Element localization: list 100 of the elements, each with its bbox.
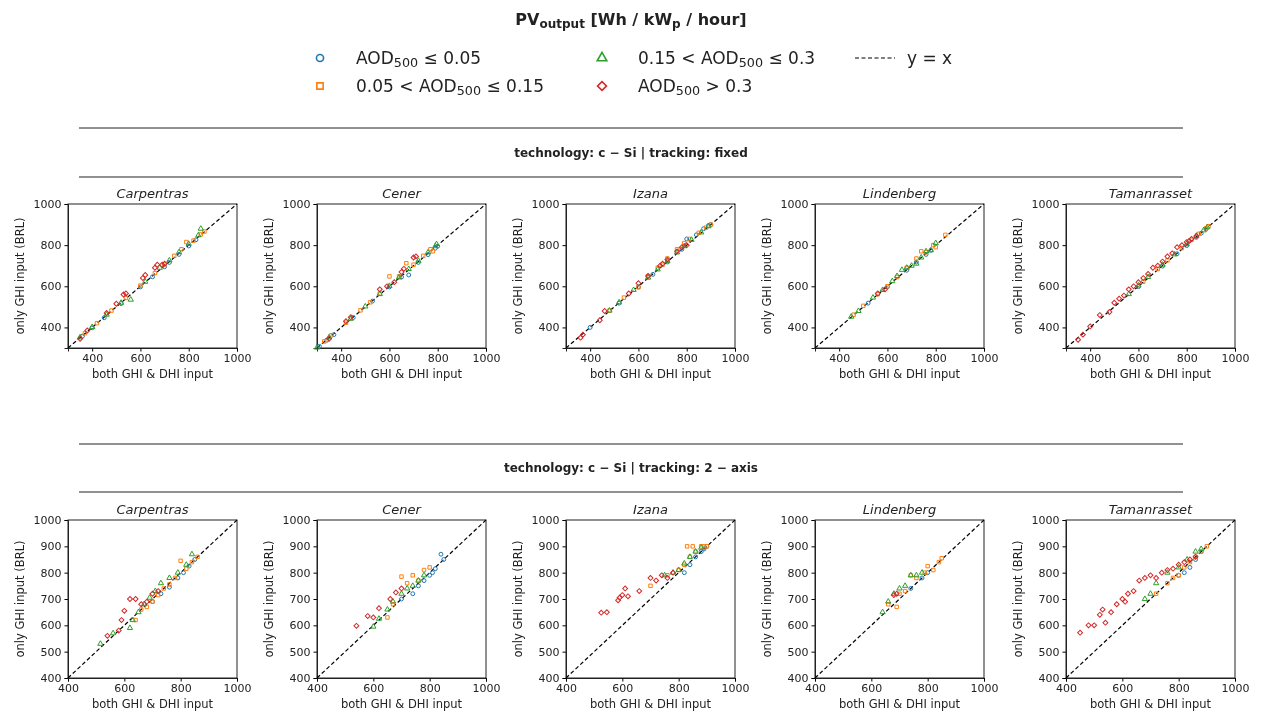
point bbox=[376, 286, 383, 293]
chart-title: Izana bbox=[633, 502, 668, 517]
point bbox=[861, 303, 866, 309]
y-tick-label: 700 bbox=[787, 593, 809, 607]
point bbox=[392, 589, 399, 596]
y-axis-title: only GHI input (BRL) bbox=[511, 217, 525, 335]
x-axis-title: both GHI & DHI input bbox=[589, 367, 712, 381]
y-tick-label: 400 bbox=[1038, 321, 1060, 335]
y-tick-label: 900 bbox=[1038, 540, 1060, 554]
chart-title: Carpentras bbox=[116, 186, 189, 201]
point bbox=[109, 629, 117, 636]
x-tick-label: 1000 bbox=[472, 682, 501, 696]
text: PV$_{output}$ [Wh / kW$_{p}$ / hour] bbox=[515, 10, 747, 31]
y-tick-label: 500 bbox=[40, 645, 62, 659]
point bbox=[353, 622, 360, 629]
point bbox=[376, 605, 382, 612]
point bbox=[914, 256, 919, 261]
point bbox=[918, 569, 926, 575]
point bbox=[409, 582, 416, 588]
point bbox=[405, 265, 412, 272]
point bbox=[1149, 264, 1156, 271]
y-tick-label: 800 bbox=[289, 239, 311, 253]
point bbox=[188, 550, 196, 557]
y-tick-label: 800 bbox=[538, 566, 560, 580]
x-axis-title: both GHI & DHI input bbox=[340, 367, 463, 381]
x-tick-label: 600 bbox=[379, 352, 401, 366]
x-tick-label: 800 bbox=[178, 352, 200, 366]
point bbox=[1096, 312, 1103, 319]
point bbox=[894, 604, 899, 610]
point bbox=[151, 264, 158, 271]
point bbox=[1136, 577, 1143, 584]
point bbox=[385, 615, 390, 620]
y-tick-label: 900 bbox=[40, 540, 62, 554]
y-tick-label: 800 bbox=[787, 239, 809, 253]
point bbox=[404, 261, 409, 266]
chart-title: Lindenberg bbox=[862, 186, 937, 201]
chart-title: Lindenberg bbox=[862, 502, 937, 517]
point bbox=[1165, 580, 1170, 586]
y-tick-label: 800 bbox=[40, 566, 62, 580]
point bbox=[619, 592, 626, 598]
y-tick-label: 600 bbox=[787, 280, 809, 294]
point bbox=[411, 262, 416, 267]
x-axis-title: both GHI & DHI input bbox=[1089, 697, 1212, 711]
x-axis-title: both GHI & DHI input bbox=[589, 697, 712, 711]
chart-title: Tamanrasset bbox=[1108, 186, 1194, 201]
point bbox=[1077, 629, 1084, 636]
y-tick-label: 1000 bbox=[33, 514, 62, 528]
y-tick-label: 400 bbox=[538, 321, 560, 335]
chart-title: Cener bbox=[382, 502, 423, 517]
x-axis-title: both GHI & DHI input bbox=[1089, 367, 1212, 381]
point bbox=[603, 609, 610, 616]
y-tick-label: 700 bbox=[40, 593, 62, 607]
point bbox=[1153, 591, 1159, 596]
legend-label: AOD$_{500}$ ≤ 0.05 bbox=[356, 48, 482, 71]
x-tick-label: 1000 bbox=[223, 352, 252, 366]
point bbox=[135, 608, 142, 615]
point bbox=[364, 613, 371, 620]
chart-title: Carpentras bbox=[116, 502, 189, 517]
x-tick-label: 400 bbox=[1080, 352, 1102, 366]
point bbox=[1119, 596, 1126, 602]
y-tick-label: 500 bbox=[1038, 645, 1060, 659]
point bbox=[896, 584, 903, 591]
point bbox=[625, 290, 632, 297]
legend-label: AOD$_{500}$ > 0.3 bbox=[638, 76, 753, 99]
point bbox=[157, 579, 165, 586]
y-axis-title: only GHI input (BRL) bbox=[1011, 540, 1025, 658]
point bbox=[869, 294, 877, 300]
point bbox=[410, 573, 415, 578]
x-axis-title: both GHI & DHI input bbox=[91, 697, 214, 711]
point bbox=[197, 225, 204, 231]
y-axis-title: only GHI input (BRL) bbox=[262, 217, 276, 335]
y-tick-label: 1000 bbox=[282, 198, 311, 212]
point bbox=[931, 567, 936, 573]
y-tick-label: 700 bbox=[289, 593, 311, 607]
x-tick-label: 600 bbox=[628, 352, 650, 366]
point bbox=[1154, 262, 1161, 269]
y-tick-label: 700 bbox=[538, 593, 560, 607]
y-axis-title: only GHI input (BRL) bbox=[760, 217, 774, 335]
point bbox=[902, 582, 909, 588]
y-tick-label: 800 bbox=[1038, 239, 1060, 253]
x-tick-label: 800 bbox=[427, 352, 449, 366]
y-axis-title: only GHI input (BRL) bbox=[262, 540, 276, 658]
point bbox=[1087, 323, 1094, 330]
x-tick-label: 600 bbox=[114, 682, 136, 696]
point bbox=[127, 596, 133, 602]
y-tick-label: 1000 bbox=[531, 514, 560, 528]
point bbox=[625, 593, 631, 600]
point bbox=[370, 614, 377, 621]
point bbox=[579, 331, 586, 338]
point bbox=[1108, 609, 1115, 616]
x-tick-label: 800 bbox=[170, 682, 192, 696]
x-tick-label: 400 bbox=[829, 352, 851, 366]
point bbox=[1102, 619, 1109, 626]
point bbox=[621, 295, 627, 300]
point bbox=[391, 279, 398, 286]
point bbox=[118, 617, 125, 624]
point bbox=[1174, 244, 1181, 251]
y-tick-label: 600 bbox=[40, 619, 62, 633]
point bbox=[1141, 574, 1148, 581]
y-tick-label: 400 bbox=[289, 321, 311, 335]
